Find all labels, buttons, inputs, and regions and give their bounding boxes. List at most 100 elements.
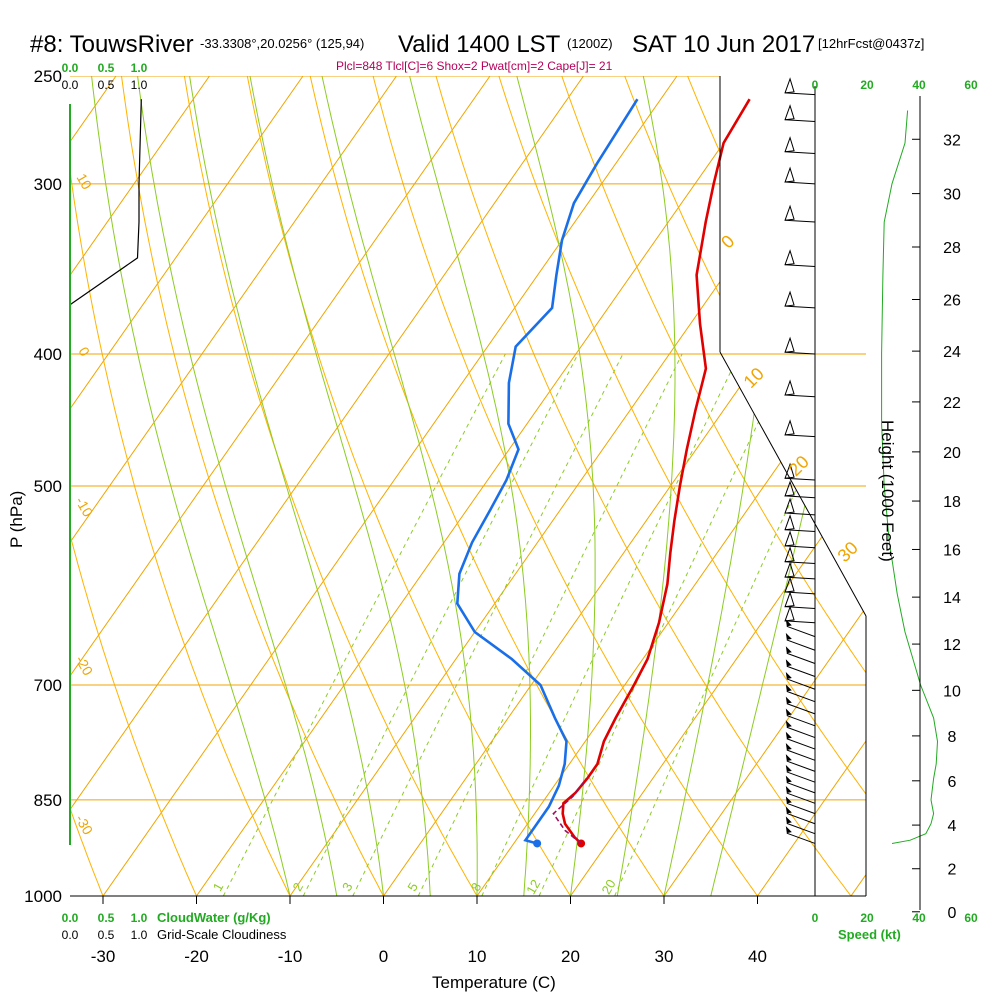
wind-barb-staff <box>786 625 816 638</box>
dewpoint-profile-line <box>455 98 639 845</box>
wind-barb-pennant <box>785 720 792 728</box>
wind-barb-flag <box>784 480 795 497</box>
height-tick-label: 30 <box>943 187 961 204</box>
dry-adiabat-line <box>183 76 478 896</box>
speed-tick-bottom: 40 <box>912 911 926 925</box>
wind-barb-staff <box>786 812 816 825</box>
moist-adiabat-line <box>137 76 338 896</box>
height-tick-label: 18 <box>943 494 961 511</box>
height-tick-label: 26 <box>943 293 961 310</box>
height-tick-label: 20 <box>943 445 961 462</box>
dewpoint-surface-point <box>533 839 542 848</box>
wind-barb-pennant <box>785 806 792 814</box>
wind-barb-flag <box>784 290 795 307</box>
wind-barb-flag <box>784 379 795 396</box>
x-tick-label: -10 <box>278 947 303 966</box>
chart-title-zulu: (1200Z) <box>567 36 613 51</box>
cloudiness-legend: Grid-Scale Cloudiness <box>157 927 287 942</box>
isotherm-line <box>70 76 210 277</box>
wind-barb-staff <box>786 652 816 664</box>
x-tick-label: 30 <box>655 947 674 966</box>
x-tick-label: -30 <box>91 947 116 966</box>
dry-adiabat-line <box>498 76 866 795</box>
mixing-ratio-line <box>222 353 506 896</box>
wind-barb-staff <box>785 181 816 185</box>
cloudiness-tick-top: 0.0 <box>62 78 79 92</box>
wind-barb-flag <box>784 576 795 593</box>
dry-adiabat-line <box>561 76 866 674</box>
wind-barb-staff <box>785 576 816 580</box>
dry-adiabat-line <box>70 532 197 896</box>
cloudiness-tick-top: 1.0 <box>131 78 148 92</box>
p-tick-label: 500 <box>34 477 62 496</box>
wind-barb-pennant <box>785 708 792 716</box>
p-tick-label: 850 <box>34 791 62 810</box>
wind-barb-staff <box>786 749 816 761</box>
chart-title-forecast: [12hrFcst@0437z] <box>818 36 924 51</box>
wind-barb-staff <box>785 119 816 123</box>
temperature-profile-line <box>561 98 751 845</box>
mixing-ratio-label: 5 <box>404 880 421 894</box>
height-tick-label: 8 <box>948 729 957 746</box>
wind-barb-staff <box>786 822 816 835</box>
moist-adiabat-line <box>249 76 431 896</box>
moist-adiabat-line <box>91 76 291 896</box>
parcel-profile-line <box>552 778 587 845</box>
height-tick-label: 24 <box>943 344 961 361</box>
p-tick-label: 400 <box>34 345 62 364</box>
wind-barb-pennant <box>785 743 792 751</box>
wind-barb-staff <box>785 305 816 309</box>
wind-barb-staff <box>786 802 816 815</box>
left-isotherm-label: 10 <box>74 171 96 193</box>
cloudiness-tick-bottom: 0.0 <box>62 928 79 942</box>
wind-barb-staff <box>785 591 816 595</box>
cloudwater-tick-bottom: 0.5 <box>98 911 115 925</box>
y-axis-title: P (hPa) <box>7 491 26 548</box>
wind-barb-flag <box>784 104 795 121</box>
wind-barb-pennant <box>785 684 792 692</box>
wind-barb-flag <box>784 561 795 578</box>
x-tick-label: 10 <box>468 947 487 966</box>
p-tick-label: 1000 <box>24 887 62 906</box>
isotherm-line <box>757 740 866 896</box>
speed-legend: Speed (kt) <box>838 927 901 942</box>
wind-barb-staff <box>785 151 816 155</box>
wind-barb-staff <box>785 620 816 624</box>
mixing-ratio-line <box>538 353 792 896</box>
wind-barb-staff <box>786 771 816 783</box>
upper-right-mask <box>720 76 866 616</box>
mixing-ratio-label: 1 <box>210 880 227 894</box>
cloudwater-legend: CloudWater (g/Kg) <box>157 910 271 925</box>
x-tick-label: 40 <box>748 947 767 966</box>
height-tick-label: 22 <box>943 395 961 412</box>
speed-tick-top: 20 <box>860 78 874 92</box>
wind-barb-staff <box>785 606 816 609</box>
height-tick-label: 14 <box>943 590 961 607</box>
chart-title-station: #8: TouwsRiver <box>30 31 194 58</box>
wind-barb-staff <box>786 782 816 794</box>
moist-adiabat-line <box>516 76 596 896</box>
dry-adiabat-line <box>246 76 571 896</box>
wind-barb-staff <box>786 678 816 690</box>
wind-barb-staff <box>786 726 816 739</box>
cloudiness-tick-bottom: 0.5 <box>98 928 115 942</box>
speed-tick-top: 0 <box>812 78 819 92</box>
wind-barb-staff <box>785 529 816 533</box>
chart-title-date: SAT 10 Jun 2017 <box>632 31 815 58</box>
wind-barb-staff <box>786 760 816 772</box>
wind-barb-pennant <box>785 764 792 772</box>
wind-barb-pennant <box>785 775 792 783</box>
height-tick-label: 6 <box>948 774 957 791</box>
wind-barb-flag <box>784 497 795 514</box>
speed-tick-bottom: 60 <box>964 911 978 925</box>
mixing-ratio-label: 12 <box>523 877 543 897</box>
wind-barb-staff <box>785 434 816 438</box>
wind-barb-flag <box>784 419 795 436</box>
cloudwater-tick-top: 1.0 <box>131 61 148 75</box>
x-axis-title: Temperature (C) <box>432 973 556 992</box>
mixing-ratio-label: 3 <box>339 880 356 894</box>
cloudwater-tick-top: 0.0 <box>62 61 79 75</box>
dry-adiabat-line <box>70 806 104 896</box>
